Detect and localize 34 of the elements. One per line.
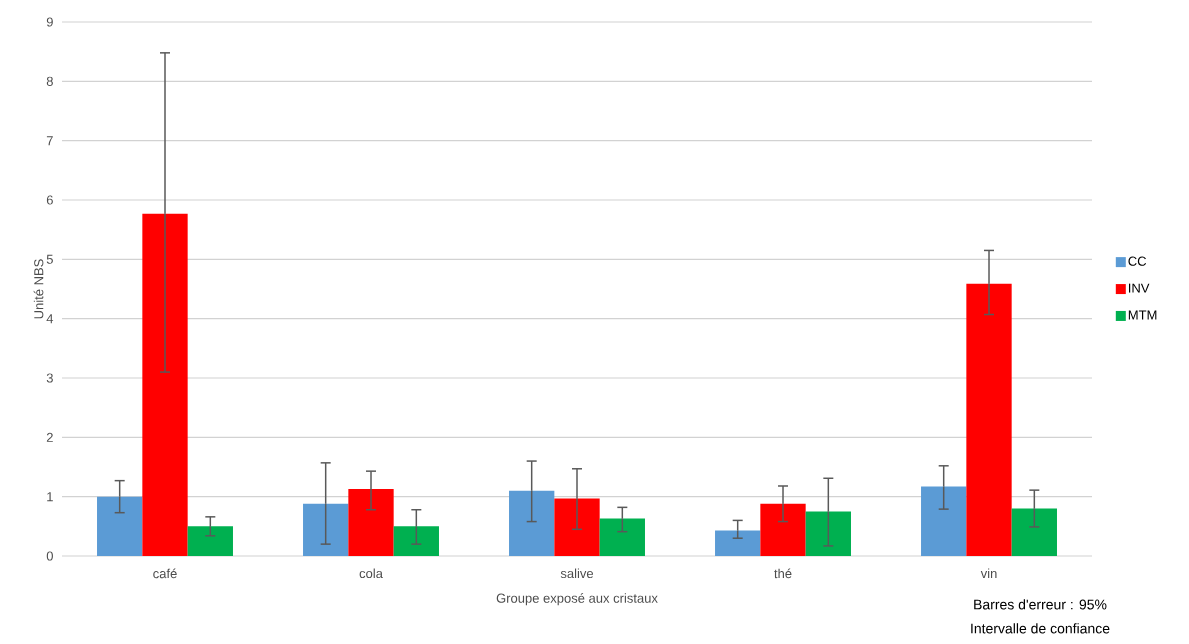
legend-label: CC: [1128, 256, 1147, 266]
y-tick-label: 7: [46, 136, 53, 146]
y-tick-label: 8: [46, 76, 53, 86]
bar: [1011, 508, 1057, 556]
bar: [921, 486, 967, 556]
bar: [97, 496, 143, 556]
y-tick-label: 1: [47, 492, 53, 502]
bar: [187, 526, 233, 556]
x-tick-label: salive: [560, 568, 594, 579]
x-tick-label: cola: [359, 568, 383, 579]
bar: [348, 488, 394, 556]
bar: [509, 490, 555, 556]
y-tick-label: 4: [46, 314, 54, 324]
x-tick-label: vin: [980, 568, 997, 578]
y-tick-label: 5: [46, 254, 53, 264]
x-tick-label: café: [153, 568, 177, 579]
text: Intervalle de confiance: [971, 623, 1110, 634]
legend-label: INV: [1129, 283, 1150, 293]
x-tick-label: thé: [774, 568, 792, 579]
y-tick-label: 2: [46, 432, 53, 442]
bar: [715, 530, 761, 556]
text: Barres d'erreur : 95%: [974, 599, 1107, 610]
y-axis-title: Unité NBS: [33, 259, 44, 319]
bar: [760, 503, 806, 556]
y-tick-label: 0: [46, 551, 53, 561]
y-tick-label: 6: [46, 195, 53, 205]
bar: [599, 518, 645, 556]
y-tick-label: 3: [46, 373, 53, 383]
bar: [393, 526, 439, 556]
bar: [142, 213, 188, 556]
x-axis-title: Groupe exposé aux cristaux: [496, 593, 658, 606]
bar: [966, 283, 1012, 556]
legend-label: MTM: [1128, 310, 1157, 320]
y-tick-label: 9: [46, 17, 53, 27]
